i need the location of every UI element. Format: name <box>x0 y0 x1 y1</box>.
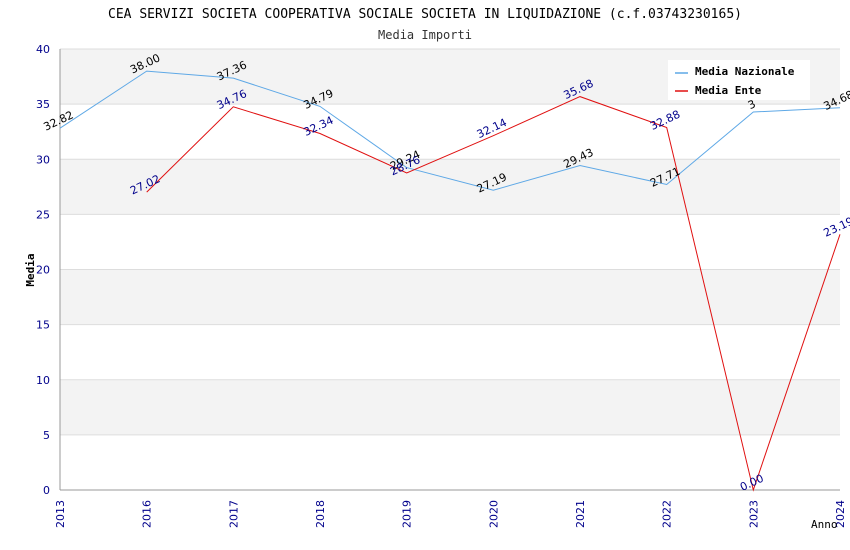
x-tick-label: 2013 <box>54 500 67 528</box>
plot-band <box>60 269 840 325</box>
y-tick-label: 10 <box>36 374 50 387</box>
y-tick-label: 0 <box>43 484 50 497</box>
y-tick-label: 40 <box>36 43 50 56</box>
plot-band <box>60 324 840 380</box>
data-label: 3 <box>746 97 758 112</box>
x-tick-label: 2019 <box>401 500 414 528</box>
legend-box <box>668 60 810 100</box>
x-axis-label: Anno <box>811 518 838 531</box>
y-axis-label: Media <box>24 253 37 286</box>
x-tick-label: 2023 <box>747 500 760 528</box>
y-tick-label: 5 <box>43 429 50 442</box>
plot-band <box>60 434 840 490</box>
series-line-nazionale <box>59 70 841 191</box>
legend-label-ente: Media Ente <box>695 84 762 97</box>
x-tick-label: 2017 <box>227 500 240 528</box>
series-lines <box>59 70 841 492</box>
axes <box>59 49 840 491</box>
y-tick-label: 15 <box>36 319 50 332</box>
legend: Media Nazionale Media Ente <box>668 60 810 100</box>
plot-band <box>60 104 840 160</box>
plot-band <box>60 379 840 435</box>
legend-label-nazionale: Media Nazionale <box>695 65 795 78</box>
y-tick-label: 20 <box>36 264 50 277</box>
series-line-ente <box>146 96 841 492</box>
chart-title: CEA SERVIZI SOCIETA COOPERATIVA SOCIALE … <box>108 7 742 22</box>
x-tick-label: 2020 <box>487 500 500 528</box>
x-tick-label: 2021 <box>574 500 587 528</box>
y-tick-labels: 0 5 10 15 20 25 30 35 40 <box>36 43 50 497</box>
x-tick-label: 2018 <box>314 500 327 528</box>
x-tick-label: 2022 <box>661 500 674 528</box>
y-tick-label: 35 <box>36 98 50 111</box>
y-tick-label: 25 <box>36 208 50 221</box>
plot-band <box>60 159 840 215</box>
chart-subtitle: Media Importi <box>378 28 472 42</box>
y-tick-label: 30 <box>36 153 50 166</box>
plot-band <box>60 214 840 270</box>
x-tick-label: 2024 <box>834 500 847 528</box>
x-tick-label: 2016 <box>141 500 154 528</box>
x-tick-labels: 2013 2016 2017 2018 2019 2020 2021 2022 2023 2024 <box>54 500 847 528</box>
plot-bands <box>60 49 840 490</box>
